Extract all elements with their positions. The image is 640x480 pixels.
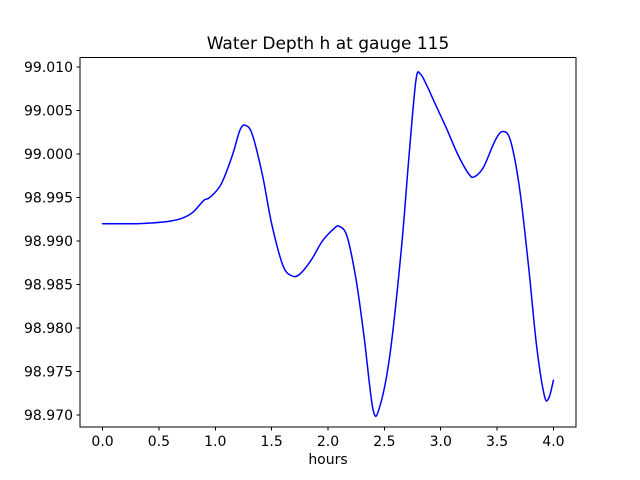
y-tick-label: 99.005	[24, 103, 73, 119]
y-tick-label: 98.970	[24, 408, 73, 424]
x-tick-label: 2.0	[317, 434, 339, 450]
x-tick-label: 0.0	[91, 434, 113, 450]
y-tick-label: 99.010	[24, 60, 73, 76]
y-tick-label: 98.985	[24, 277, 73, 293]
x-tick-label: 4.0	[542, 434, 564, 450]
x-tick-label: 2.5	[373, 434, 395, 450]
x-tick-label: 1.5	[261, 434, 283, 450]
x-axis-label: hours	[308, 452, 348, 468]
y-tick-label: 99.000	[24, 147, 73, 163]
chart-title: Water Depth h at gauge 115	[206, 34, 450, 54]
x-tick-label: 3.5	[486, 434, 508, 450]
x-tick-label: 1.0	[204, 434, 226, 450]
x-tick-label: 0.5	[148, 434, 170, 450]
plot-border	[79, 57, 577, 428]
data-line	[101, 71, 555, 417]
y-tick-label: 98.980	[24, 321, 73, 337]
y-tick-label: 98.990	[24, 234, 73, 250]
y-tick-label: 98.975	[24, 364, 73, 380]
x-tick-label: 3.0	[430, 434, 452, 450]
y-tick-label: 98.995	[24, 190, 73, 206]
